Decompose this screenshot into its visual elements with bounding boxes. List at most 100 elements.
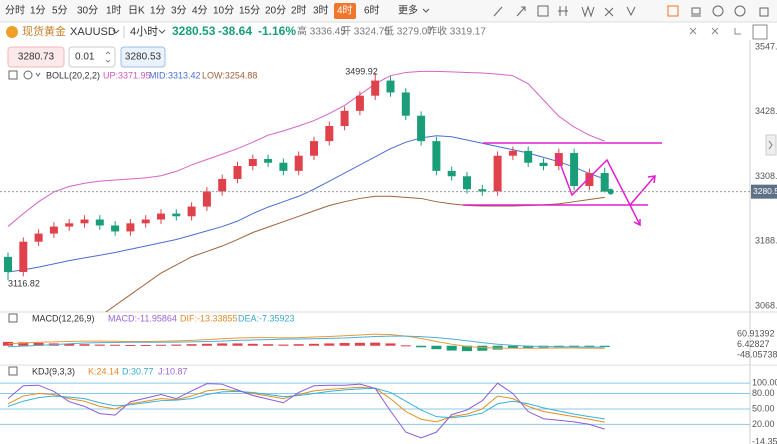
period-button[interactable]: 1分 <box>150 5 166 17</box>
open-price: 开 3324.75 <box>341 27 390 38</box>
candle-body <box>386 80 395 93</box>
candle-body <box>111 225 120 232</box>
period-bar: 分时 1分 5分 30分 1时 日K 1分 3分 4分 10分 15分 20分 2时 3时 4时 6时 <box>5 3 380 19</box>
candle-body <box>600 173 609 192</box>
side-tab[interactable] <box>765 134 777 156</box>
price-tag-label: 3280.53 <box>753 186 777 196</box>
boll-low: LOW:3254.88 <box>202 70 257 80</box>
candle-body <box>463 176 471 190</box>
period-button[interactable]: 3时 <box>313 5 329 17</box>
macd-bar <box>584 345 595 347</box>
candle-body <box>432 141 441 171</box>
toolbar <box>0 0 777 22</box>
y-tick-label: 6.42827 <box>737 339 770 349</box>
period-button[interactable]: 10分 <box>213 5 234 17</box>
candle-body <box>294 155 303 171</box>
buy-box[interactable] <box>120 46 166 68</box>
macd-bar <box>462 345 472 352</box>
macd-bar <box>125 344 136 346</box>
tool-icon[interactable] <box>734 28 741 35</box>
indicator-name: BOLL(20,2,2) <box>46 70 100 80</box>
period-button[interactable]: 30分 <box>77 5 98 17</box>
period-button[interactable]: 5分 <box>52 5 68 17</box>
dropdown-icon <box>112 29 120 34</box>
boll-upper <box>7 70 605 227</box>
candle-body <box>233 165 242 179</box>
ray-tool <box>516 6 526 17</box>
macd-bar <box>171 344 182 346</box>
toggle-icon[interactable] <box>8 313 18 323</box>
macd-bar <box>324 343 335 346</box>
period-button[interactable]: 4时 <box>337 5 353 17</box>
macd-bar <box>156 344 166 346</box>
hide-tool[interactable] <box>712 5 724 17</box>
macd-bar <box>140 344 151 346</box>
path-arrow <box>629 175 656 206</box>
candle-body <box>95 219 104 226</box>
y-tick-label: -48.05738 <box>737 349 777 359</box>
period-button[interactable]: 2时 <box>291 5 307 17</box>
macd-bar <box>523 345 534 349</box>
period-button[interactable]: 15分 <box>239 5 260 17</box>
macd-bar <box>64 343 75 346</box>
channel-tool <box>558 6 568 16</box>
period-button[interactable]: 3分 <box>171 5 187 17</box>
period-button[interactable]: 20分 <box>265 5 286 17</box>
macd-bar <box>400 345 411 347</box>
period-label[interactable]: 4小时 <box>130 25 158 38</box>
period-button[interactable]: 1时 <box>106 5 122 17</box>
macd-bar <box>278 344 289 346</box>
y-tick-label: 60.91392 <box>737 328 775 338</box>
candle-body <box>325 125 334 142</box>
candle-body <box>49 226 58 234</box>
macd-bar <box>110 344 121 346</box>
y-tick-label: 3547.82 <box>755 42 777 52</box>
candle-body <box>401 92 410 116</box>
more-button[interactable]: 更多 <box>398 4 418 17</box>
period-button[interactable]: 日K <box>128 6 145 17</box>
drawings <box>463 142 662 227</box>
settings-tool[interactable] <box>734 5 746 17</box>
period-button[interactable]: 4分 <box>192 5 208 17</box>
period-button[interactable]: 1分 <box>30 5 46 17</box>
sell-box[interactable] <box>7 46 65 68</box>
draw-toggle[interactable] <box>667 5 679 17</box>
macd-bar <box>416 345 427 348</box>
candle-body <box>585 173 594 187</box>
j-line <box>7 382 605 439</box>
candle-body <box>126 223 135 232</box>
kdj-pane <box>0 382 750 439</box>
y-tick-label: 80.00 <box>752 388 775 398</box>
lot-box[interactable] <box>68 46 116 68</box>
candle-body <box>4 256 12 272</box>
tool-icon[interactable] <box>711 27 719 35</box>
price-pane <box>4 70 609 312</box>
fullscreen-tool[interactable] <box>759 7 769 17</box>
candle-body <box>508 150 517 156</box>
period-button[interactable]: 6时 <box>364 5 380 17</box>
close-icon[interactable] <box>752 24 768 40</box>
macd-bar <box>79 344 90 346</box>
candle-body <box>80 219 89 224</box>
macd-bar <box>477 345 488 351</box>
k-line <box>7 386 605 423</box>
indicator-name: MACD(12,26,9) <box>32 313 95 323</box>
trash-tool[interactable] <box>691 7 701 17</box>
eye-icon[interactable] <box>23 70 33 80</box>
candle-body <box>141 219 150 224</box>
dropdown-icon <box>422 8 430 13</box>
macd-bar <box>263 344 274 346</box>
toggle-icon[interactable] <box>8 366 18 376</box>
candle-body <box>19 241 28 272</box>
macd-bar <box>446 345 457 351</box>
tool-icon[interactable] <box>689 27 697 35</box>
candle-body <box>279 162 288 171</box>
prev-close: 昨收 3319.17 <box>427 25 486 38</box>
y-tick-label: -14.35 <box>752 436 777 444</box>
period-button[interactable]: 分时 <box>5 5 25 17</box>
lot-size: 0.01 <box>75 52 95 63</box>
y-tick-label: 50.00 <box>752 403 775 413</box>
toggle-icon[interactable] <box>8 70 18 80</box>
spinner[interactable] <box>105 51 111 63</box>
candle-body <box>355 95 364 111</box>
